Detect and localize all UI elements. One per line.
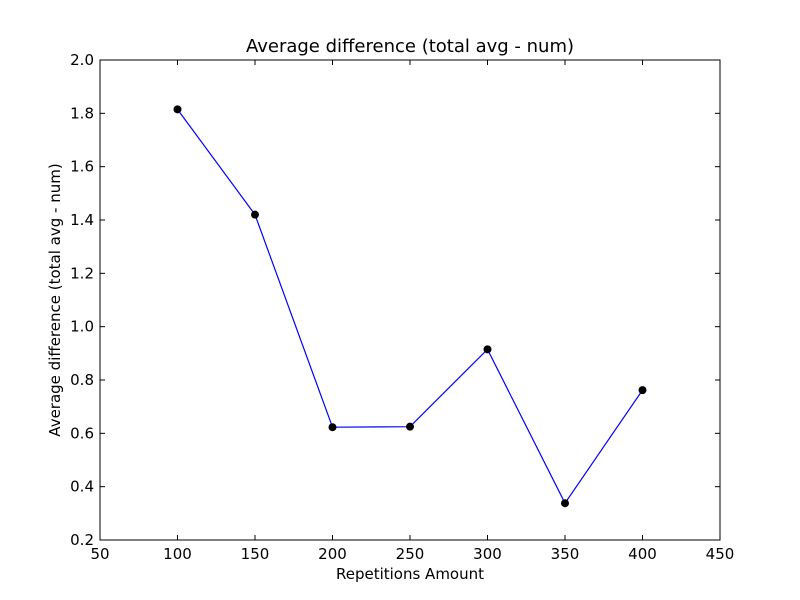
x-tick-label: 100 (163, 545, 192, 563)
chart-title: Average difference (total avg - num) (246, 36, 574, 57)
data-point (406, 422, 414, 431)
y-tick-label: 1.8 (70, 104, 94, 122)
x-tick-label: 200 (318, 545, 347, 563)
x-tick-label: 400 (628, 545, 657, 563)
y-tick-label: 2.0 (70, 51, 94, 69)
x-axis-title: Repetitions Amount (336, 565, 484, 583)
x-tick-label: 300 (473, 545, 502, 563)
y-tick-label: 0.4 (70, 478, 94, 496)
data-point (328, 423, 337, 432)
y-tick-label: 1.0 (70, 318, 94, 336)
y-axis-ticks: 0.2 0.4 0.6 0.8 1.0 1.2 1.4 1.6 1.8 2.0 (70, 51, 720, 549)
x-tick-label: 150 (241, 545, 270, 563)
x-tick-label: 50 (90, 545, 109, 563)
x-tick-label: 450 (706, 545, 735, 563)
plot-area (100, 60, 720, 540)
y-axis-title: Average difference (total avg - num) (46, 163, 64, 436)
x-axis-ticks: 50 100 150 200 250 300 350 400 450 (90, 60, 734, 563)
plot-frame (99, 59, 721, 541)
y-tick-label: 0.2 (70, 531, 94, 549)
y-tick-label: 1.6 (70, 158, 94, 176)
x-tick-label: 250 (396, 545, 425, 563)
data-point (483, 345, 492, 354)
y-tick-label: 1.4 (70, 211, 94, 229)
data-point (173, 105, 182, 114)
data-point (251, 210, 259, 219)
data-point (561, 499, 569, 508)
y-tick-label: 0.6 (70, 424, 94, 442)
x-tick-label: 350 (551, 545, 580, 563)
series-layer (173, 105, 647, 508)
y-tick-label: 0.8 (70, 371, 94, 389)
y-tick-label: 1.2 (70, 264, 94, 282)
data-point (638, 386, 647, 395)
